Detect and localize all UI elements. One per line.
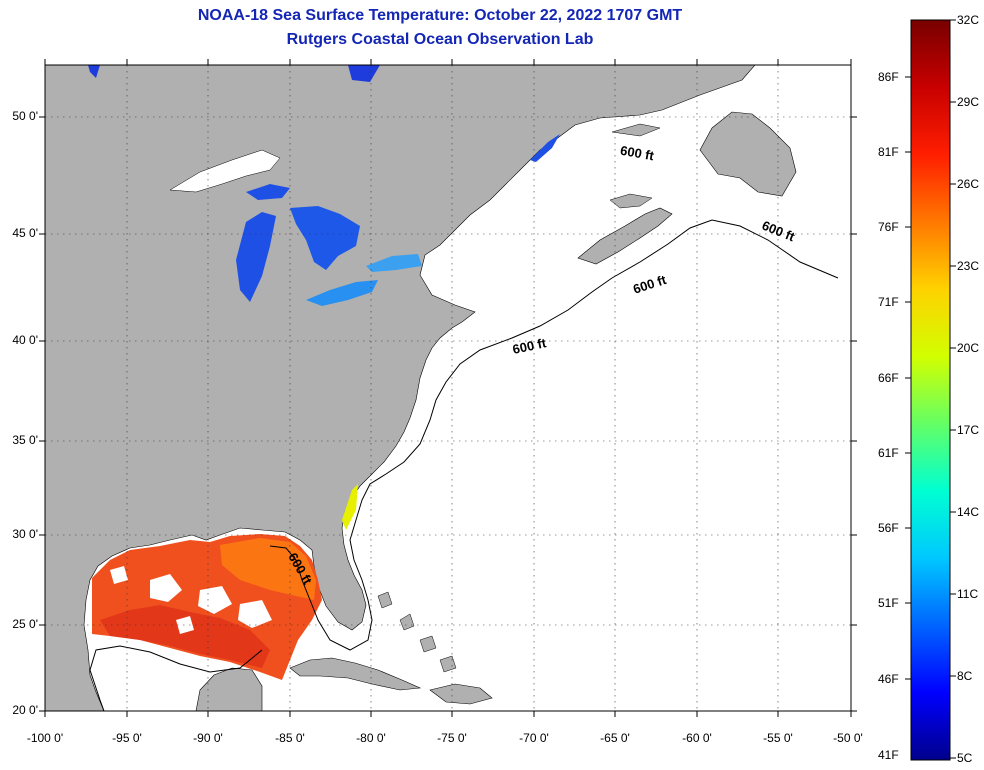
colorbar	[910, 19, 951, 761]
lon-label: -75 0'	[437, 731, 467, 745]
map-subtitle: Rutgers Coastal Ocean Observation Lab	[286, 31, 594, 48]
coastal-warm-streak	[342, 484, 358, 530]
colorbar-f-label: 41F	[878, 748, 899, 762]
st-lawrence	[530, 134, 560, 162]
colorbar-f-label: 46F	[878, 672, 899, 686]
colorbar-c-label: 8C	[957, 669, 973, 683]
map-title: NOAA-18 Sea Surface Temperature: October…	[197, 7, 683, 24]
colorbar-f-label: 86F	[878, 70, 899, 84]
lon-label: -55 0'	[763, 731, 793, 745]
colorbar-f-label: 56F	[878, 521, 899, 535]
lon-label: -50 0'	[833, 731, 863, 745]
600ft-contour	[89, 219, 839, 711]
nova-scotia	[577, 207, 673, 265]
graticule	[45, 65, 851, 711]
lake-michigan	[236, 212, 276, 302]
cuba	[289, 657, 422, 691]
colorbar-c-label: 26C	[957, 177, 980, 191]
lon-label: -70 0'	[519, 731, 549, 745]
anticosti	[611, 123, 661, 137]
lon-label: -85 0'	[275, 731, 305, 745]
contour-label: 600 ft	[511, 335, 548, 357]
lat-label: 40 0'	[12, 333, 38, 347]
lat-label: 30 0'	[12, 527, 38, 541]
lon-label: -60 0'	[682, 731, 712, 745]
colorbar-f-label: 76F	[878, 220, 899, 234]
lat-label: 20 0'	[12, 703, 38, 717]
lon-label: -100 0'	[26, 731, 64, 745]
colorbar-c-label: 14C	[957, 505, 980, 519]
lake-superior-sst	[246, 184, 290, 200]
cloud-patches	[110, 566, 272, 634]
gulf-island	[609, 193, 653, 209]
colorbar-c-label: 11C	[957, 587, 979, 601]
gulf-sst-hot	[100, 605, 270, 668]
lake-winnipeg-marks	[88, 65, 380, 82]
colorbar-f-label: 51F	[878, 596, 899, 610]
lake-ontario	[366, 254, 422, 272]
lon-label: -90 0'	[193, 731, 223, 745]
lon-label: -65 0'	[600, 731, 630, 745]
lon-label: -80 0'	[356, 731, 386, 745]
colorbar-c-label: 17C	[957, 423, 980, 437]
colorbar-ticks	[905, 19, 956, 759]
lake-huron	[290, 206, 360, 270]
lat-label: 35 0'	[12, 433, 38, 447]
map-frame	[44, 64, 852, 712]
colorbar-f-label: 81F	[878, 145, 899, 159]
colorbar-c-label: 29C	[957, 95, 980, 109]
great-lakes	[88, 65, 422, 306]
contour-label: 600 ft	[619, 143, 656, 164]
colorbar-c-label: 20C	[957, 341, 980, 355]
colorbar-c-label: 32C	[957, 13, 980, 27]
colorbar-c-label: 23C	[957, 259, 980, 273]
gulf-sst-warm	[220, 538, 316, 600]
lat-label: 45 0'	[12, 226, 38, 240]
frame-ticks	[39, 59, 857, 717]
lake-erie	[306, 280, 378, 306]
colorbar-f-label: 71F	[878, 295, 899, 309]
lon-label: -95 0'	[112, 731, 142, 745]
lat-label: 50 0'	[12, 109, 38, 123]
newfoundland	[699, 111, 797, 197]
colorbar-f-label: 66F	[878, 371, 899, 385]
lat-label: 25 0'	[12, 617, 38, 631]
yucatan	[195, 667, 263, 711]
colorbar-c-label: 5C	[957, 751, 973, 765]
hispaniola	[429, 683, 493, 705]
colorbar-f-label: 61F	[878, 446, 899, 460]
lake-superior	[169, 149, 281, 193]
